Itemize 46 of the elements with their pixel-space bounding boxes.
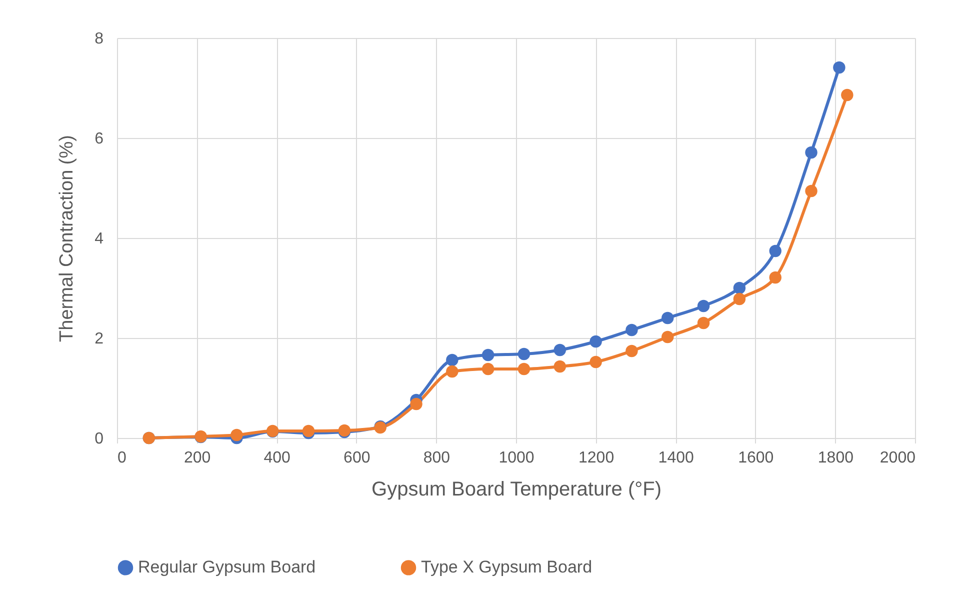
y-tick-label: 6 xyxy=(94,130,104,148)
point xyxy=(518,362,530,376)
x-tick-label: 1200 xyxy=(578,450,614,466)
x-tick-label: 800 xyxy=(423,450,450,466)
point xyxy=(697,316,710,330)
x-tick-label: 1600 xyxy=(738,450,774,466)
point xyxy=(805,146,818,159)
y-axis-title: Thermal Contraction (%) xyxy=(56,135,78,342)
x-tick-label: 1400 xyxy=(658,450,694,466)
y-tick-label: 0 xyxy=(94,430,104,448)
legend-label: Type X Gypsum Board xyxy=(421,558,592,577)
x-tick-label: 600 xyxy=(344,450,370,466)
point xyxy=(518,348,530,360)
point xyxy=(769,271,782,284)
x-tick-label: 0 xyxy=(118,450,126,466)
x-tick-label: 400 xyxy=(264,450,291,466)
point xyxy=(482,348,494,362)
legend-label: Regular Gypsum Board xyxy=(138,558,316,577)
point xyxy=(590,335,602,348)
point xyxy=(446,365,458,378)
y-tick-label: 2 xyxy=(94,330,104,348)
point xyxy=(841,88,854,102)
x-tick-label: 1800 xyxy=(818,450,854,466)
point xyxy=(410,398,422,410)
point xyxy=(769,244,782,258)
point xyxy=(446,354,458,366)
x-tick-label: 1000 xyxy=(498,450,534,466)
y-tick-label: 8 xyxy=(94,30,104,48)
point xyxy=(482,362,494,376)
x-tick-label: 2000 xyxy=(880,450,916,466)
point xyxy=(626,344,638,358)
y-tick-label: 4 xyxy=(94,230,104,248)
point xyxy=(554,360,566,373)
point xyxy=(554,344,566,356)
point xyxy=(697,300,710,312)
x-tick-label: 200 xyxy=(184,450,211,466)
point xyxy=(833,61,846,74)
point xyxy=(805,184,818,198)
point xyxy=(230,428,243,442)
point xyxy=(661,312,674,324)
point xyxy=(590,356,602,368)
point xyxy=(733,292,746,306)
point xyxy=(626,324,638,336)
point xyxy=(661,330,674,344)
point xyxy=(733,282,746,294)
x-axis-title: Gypsum Board Temperature (°F) xyxy=(372,478,662,500)
